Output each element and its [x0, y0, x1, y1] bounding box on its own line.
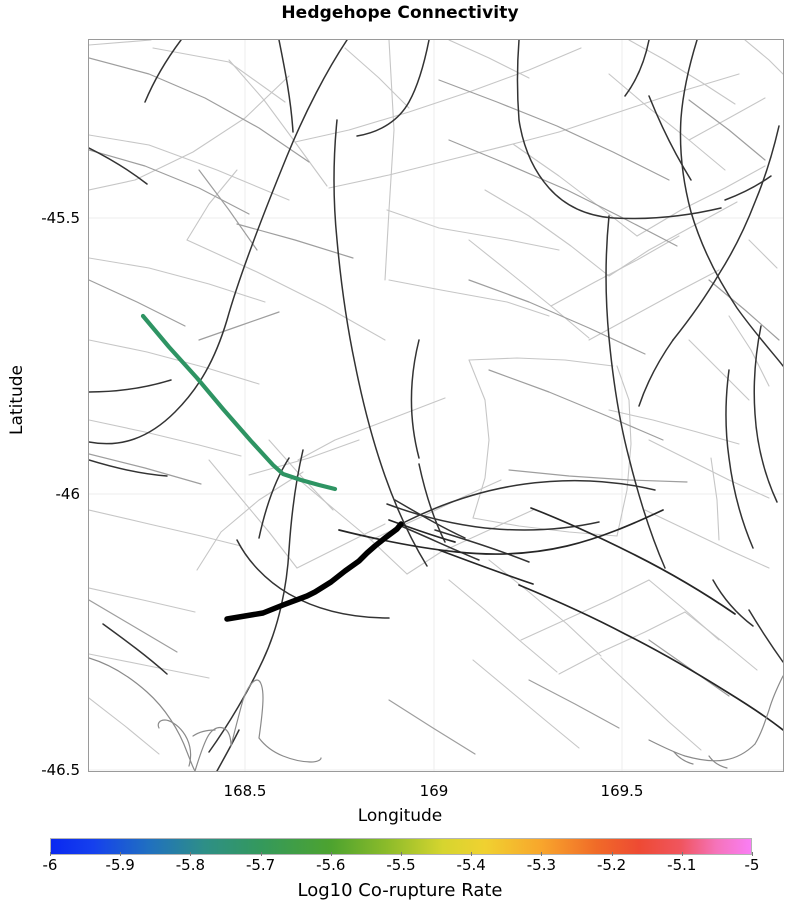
colorbar-tick-label-9: -5.1	[667, 856, 697, 874]
ytick-label-0: -45.5	[41, 209, 80, 227]
colorbar-tick-label-1: -5.9	[105, 856, 135, 874]
colorbar-tickmark-1	[120, 852, 122, 856]
colorbar-tick-label-10: -5	[744, 856, 760, 874]
source-fault-trace[interactable]	[224, 521, 404, 622]
colorbar-tickmark-9	[681, 852, 683, 856]
xtick-label-2: 169.5	[600, 782, 644, 800]
colorbar-tickmark-8	[611, 852, 613, 856]
coastline	[89, 657, 783, 771]
colorbar-tick-label-5: -5.5	[386, 856, 416, 874]
colorbar-tickmark-2	[190, 852, 192, 856]
colorbar-tickmark-5	[401, 852, 402, 856]
page-title: Hedgehope Connectivity	[281, 3, 519, 23]
colorbar-tick-label-2: -5.8	[175, 856, 206, 874]
y-axis-label: Latitude	[7, 365, 27, 435]
map-plot-area[interactable]	[88, 39, 784, 772]
background-faults-mid	[89, 57, 780, 755]
colorbar-gradient	[51, 839, 751, 854]
colorbar-tickmark-4	[330, 852, 332, 856]
colorbar-ticks: -6 -5.9 -5.8 -5.7 -5.6 -5.5 -5.4 -5.3 -5.2 -5.1 -5	[0, 852, 800, 878]
connected-fault-trace[interactable]	[140, 313, 338, 492]
colorbar-tick-label-0: -6	[42, 856, 58, 874]
colorbar-tickmark-6	[471, 852, 473, 856]
colorbar-tick-label-7: -5.3	[526, 856, 557, 874]
ytick-label-1: -46	[55, 485, 81, 503]
xtick-label-0: 168.5	[223, 782, 267, 800]
ytick-label-2: -46.5	[41, 761, 80, 779]
x-axis-label: Longitude	[357, 806, 443, 826]
colorbar-tick-label-6: -5.4	[456, 856, 486, 874]
colorbar-tickmark-10	[752, 852, 753, 856]
colorbar-tick-label-8: -5.2	[596, 856, 627, 874]
gridlines	[89, 40, 783, 771]
colorbar-tickmark-7	[541, 852, 543, 856]
background-faults-dark	[89, 40, 783, 771]
regional-fault-trace	[338, 507, 783, 731]
colorbar-title: Log10 Co-rupture Rate	[297, 880, 503, 901]
colorbar-tick-label-3: -5.7	[245, 856, 276, 874]
xtick-label-1: 169	[419, 782, 449, 800]
background-faults-light	[89, 40, 783, 755]
fault-map-svg	[89, 40, 783, 771]
colorbar-tickmark-3	[260, 852, 262, 856]
colorbar-tick-label-4: -5.6	[316, 856, 346, 874]
colorbar-tickmark-0	[50, 852, 51, 856]
